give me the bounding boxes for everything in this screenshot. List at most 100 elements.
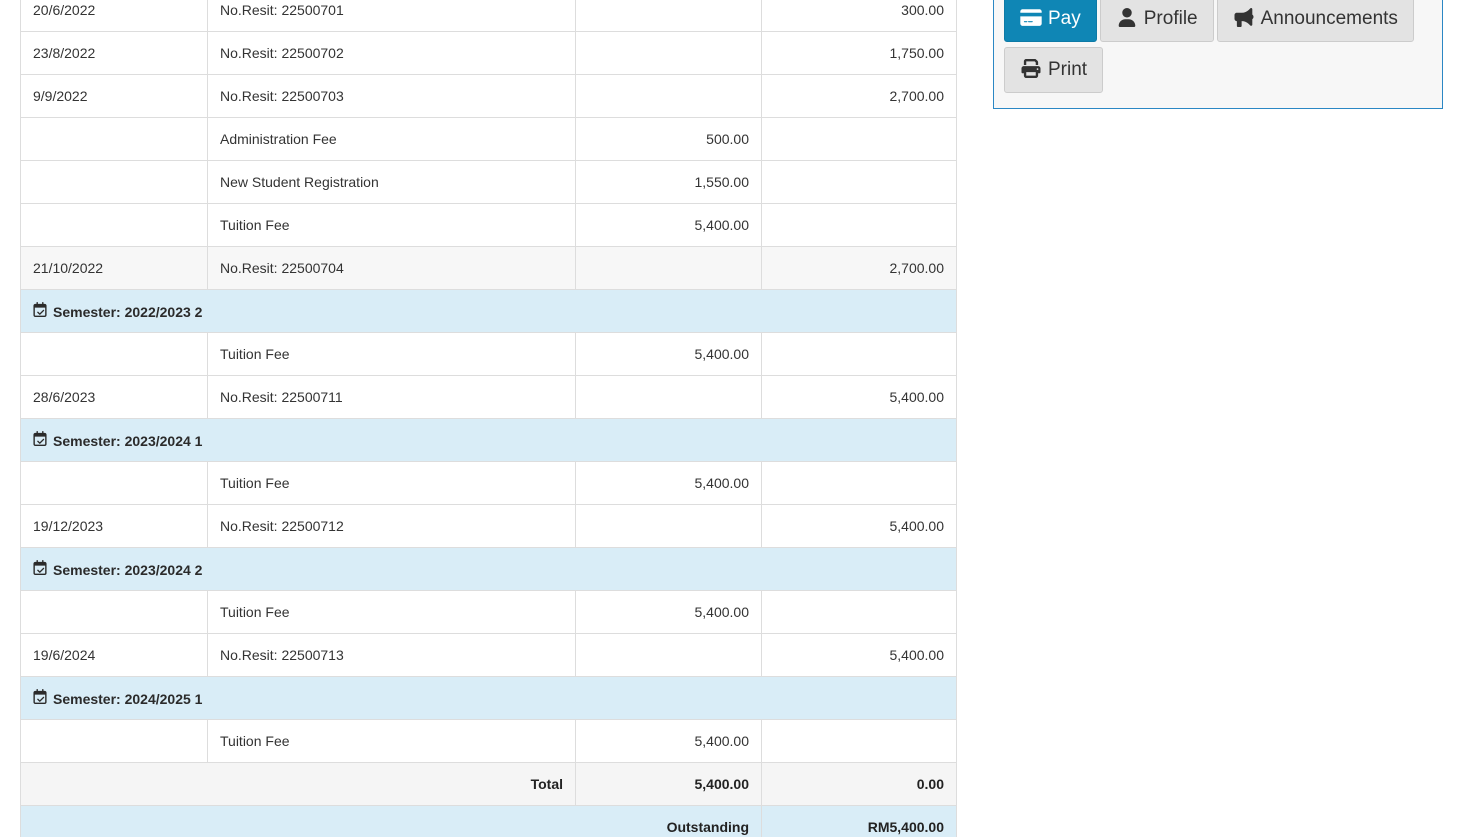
- table-row: 28/6/2023 No.Resit: 22500711 5,400.00: [20, 375, 957, 419]
- semester-group-row: Semester: 2024/2025 1: [20, 676, 957, 720]
- table-row: New Student Registration 1,550.00: [20, 160, 957, 204]
- pay-button-label: Pay: [1048, 8, 1081, 29]
- table-row: Tuition Fee 5,400.00: [20, 332, 957, 376]
- print-button[interactable]: Print: [1004, 47, 1104, 93]
- cell-date: 21/10/2022: [20, 246, 208, 290]
- cell-credit: 300.00: [761, 0, 957, 32]
- total-debit: 5,400.00: [575, 762, 762, 806]
- outstanding-label: Outstanding: [20, 805, 762, 837]
- cell-description: No.Resit: 22500713: [207, 633, 576, 677]
- cell-description: Tuition Fee: [207, 203, 576, 247]
- action-panel: Pay Profile Announcements Print: [993, 0, 1443, 109]
- fee-statement-table: 20/6/2022 No.Resit: 22500701 300.00 23/8/20…: [20, 0, 957, 837]
- pay-button[interactable]: Pay: [1004, 0, 1097, 42]
- cell-debit: [575, 246, 762, 290]
- cell-credit: 1,750.00: [761, 31, 957, 75]
- cell-description: Tuition Fee: [207, 719, 576, 763]
- table-row: 21/10/2022 No.Resit: 22500704 2,700.00: [20, 246, 957, 290]
- table-row: Tuition Fee 5,400.00: [20, 590, 957, 634]
- table-row: Tuition Fee 5,400.00: [20, 461, 957, 505]
- calendar-check-icon: [33, 431, 47, 447]
- bullhorn-icon: [1233, 8, 1255, 27]
- cell-date: [20, 117, 208, 161]
- cell-credit: [761, 117, 957, 161]
- cell-credit: 2,700.00: [761, 74, 957, 118]
- cell-debit: 1,550.00: [575, 160, 762, 204]
- cell-date: [20, 203, 208, 247]
- cell-debit: [575, 504, 762, 548]
- table-row: 20/6/2022 No.Resit: 22500701 300.00: [20, 0, 957, 32]
- semester-group-row: Semester: 2023/2024 1: [20, 418, 957, 462]
- semester-group-cell: Semester: 2023/2024 2: [20, 547, 957, 591]
- cell-description: No.Resit: 22500703: [207, 74, 576, 118]
- cell-credit: [761, 461, 957, 505]
- cell-description: New Student Registration: [207, 160, 576, 204]
- cell-debit: 5,400.00: [575, 461, 762, 505]
- cell-date: 20/6/2022: [20, 0, 208, 32]
- user-icon: [1116, 8, 1138, 27]
- cell-debit: [575, 0, 762, 32]
- cell-debit: 5,400.00: [575, 203, 762, 247]
- semester-label: Semester: 2024/2025 1: [53, 690, 203, 707]
- cell-date: [20, 719, 208, 763]
- cell-description: No.Resit: 22500711: [207, 375, 576, 419]
- credit-card-icon: [1020, 8, 1042, 27]
- action-button-row: Pay Profile Announcements Print: [1004, 0, 1434, 98]
- calendar-check-icon: [33, 302, 47, 318]
- calendar-check-icon: [33, 560, 47, 576]
- semester-label: Semester: 2023/2024 1: [53, 432, 203, 449]
- profile-button[interactable]: Profile: [1099, 0, 1214, 42]
- printer-icon: [1020, 59, 1042, 78]
- cell-credit: [761, 332, 957, 376]
- semester-label: Semester: 2023/2024 2: [53, 561, 203, 578]
- cell-description: Tuition Fee: [207, 332, 576, 376]
- calendar-check-icon: [33, 689, 47, 705]
- cell-description: Tuition Fee: [207, 590, 576, 634]
- table-row: Tuition Fee 5,400.00: [20, 719, 957, 763]
- cell-date: 19/12/2023: [20, 504, 208, 548]
- cell-description: No.Resit: 22500704: [207, 246, 576, 290]
- semester-label: Semester: 2022/2023 2: [53, 303, 203, 320]
- cell-credit: [761, 590, 957, 634]
- cell-debit: [575, 74, 762, 118]
- announcements-button[interactable]: Announcements: [1216, 0, 1414, 42]
- table-row: 9/9/2022 No.Resit: 22500703 2,700.00: [20, 74, 957, 118]
- profile-button-label: Profile: [1143, 8, 1198, 29]
- cell-description: Tuition Fee: [207, 461, 576, 505]
- cell-debit: 5,400.00: [575, 590, 762, 634]
- cell-credit: 2,700.00: [761, 246, 957, 290]
- table-row: 19/6/2024 No.Resit: 22500713 5,400.00: [20, 633, 957, 677]
- outstanding-amount: RM5,400.00: [761, 805, 957, 837]
- total-label: Total: [20, 762, 576, 806]
- total-row: Total 5,400.00 0.00: [20, 762, 957, 806]
- fee-statement-area: 20/6/2022 No.Resit: 22500701 300.00 23/8/20…: [20, 0, 957, 837]
- cell-debit: [575, 31, 762, 75]
- cell-credit: 5,400.00: [761, 375, 957, 419]
- cell-credit: 5,400.00: [761, 633, 957, 677]
- cell-debit: 5,400.00: [575, 332, 762, 376]
- semester-group-cell: Semester: 2022/2023 2: [20, 289, 957, 333]
- cell-date: [20, 461, 208, 505]
- cell-debit: 500.00: [575, 117, 762, 161]
- cell-description: Administration Fee: [207, 117, 576, 161]
- cell-credit: [761, 160, 957, 204]
- cell-date: [20, 332, 208, 376]
- cell-credit: 5,400.00: [761, 504, 957, 548]
- outstanding-row: Outstanding RM5,400.00: [20, 805, 957, 837]
- semester-group-row: Semester: 2023/2024 2: [20, 547, 957, 591]
- table-row: Tuition Fee 5,400.00: [20, 203, 957, 247]
- cell-date: [20, 160, 208, 204]
- table-row: 23/8/2022 No.Resit: 22500702 1,750.00: [20, 31, 957, 75]
- fee-statement-body: 20/6/2022 No.Resit: 22500701 300.00 23/8/20…: [20, 0, 957, 837]
- cell-date: 19/6/2024: [20, 633, 208, 677]
- cell-description: No.Resit: 22500712: [207, 504, 576, 548]
- cell-description: No.Resit: 22500701: [207, 0, 576, 32]
- cell-credit: [761, 203, 957, 247]
- cell-debit: [575, 633, 762, 677]
- semester-group-cell: Semester: 2024/2025 1: [20, 676, 957, 720]
- cell-description: No.Resit: 22500702: [207, 31, 576, 75]
- semester-group-cell: Semester: 2023/2024 1: [20, 418, 957, 462]
- cell-date: 23/8/2022: [20, 31, 208, 75]
- cell-credit: [761, 719, 957, 763]
